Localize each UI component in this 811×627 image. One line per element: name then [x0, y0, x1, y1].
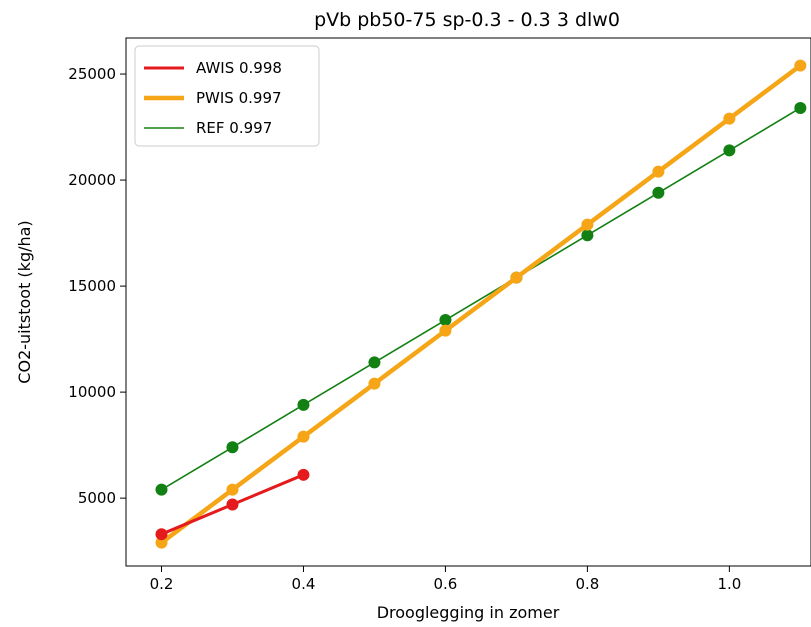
series-point-0	[155, 528, 168, 541]
chart-title: pVb pb50-75 sp-0.3 - 0.3 3 dlw0	[314, 9, 620, 31]
series-point-2	[368, 356, 381, 369]
series-point-2	[581, 229, 594, 242]
legend-label: PWIS 0.997	[196, 89, 282, 107]
x-tick-label: 0.6	[434, 575, 458, 593]
series-point-1	[155, 536, 168, 549]
x-axis-label: Drooglegging in zomer	[377, 603, 560, 622]
x-tick-label: 0.2	[150, 575, 174, 593]
y-tick-label: 5000	[78, 489, 116, 507]
series-point-2	[297, 398, 310, 411]
series-point-2	[226, 441, 239, 454]
y-tick-label: 10000	[68, 383, 116, 401]
x-tick-label: 0.8	[575, 575, 599, 593]
series-point-1	[794, 59, 807, 72]
y-axis: 5000 10000 15000 20000 25000	[68, 65, 126, 507]
series-point-2	[439, 314, 452, 327]
series-point-1	[510, 271, 523, 284]
x-tick-label: 1.0	[717, 575, 741, 593]
series-point-1	[297, 430, 310, 443]
series-point-1	[439, 324, 452, 337]
series-point-1	[226, 483, 239, 496]
series-line-2	[160, 107, 802, 491]
x-tick-label: 0.4	[292, 575, 316, 593]
legend-box	[134, 45, 320, 147]
series-line-1	[159, 63, 803, 545]
y-tick-label: 15000	[68, 277, 116, 295]
series-point-1	[581, 218, 594, 231]
series-point-2	[794, 101, 807, 114]
y-tick-label: 25000	[68, 65, 116, 83]
legend-label: REF 0.997	[196, 119, 272, 137]
legend: AWIS 0.998 PWIS 0.997 REF 0.997	[134, 45, 320, 147]
series-point-0	[297, 468, 310, 481]
y-tick-label: 20000	[68, 171, 116, 189]
series-point-0	[226, 498, 239, 511]
x-axis: 0.2 0.4 0.6 0.8 1.0	[150, 566, 741, 593]
series-layer	[155, 59, 807, 549]
series-point-1	[723, 112, 736, 125]
series-point-1	[652, 165, 665, 178]
series-point-1	[368, 377, 381, 390]
y-axis-label: CO2-uitstoot (kg/ha)	[15, 220, 34, 383]
series-point-2	[155, 483, 168, 496]
series-point-2	[652, 186, 665, 199]
series-point-2	[723, 144, 736, 157]
legend-label: AWIS 0.998	[196, 59, 282, 77]
